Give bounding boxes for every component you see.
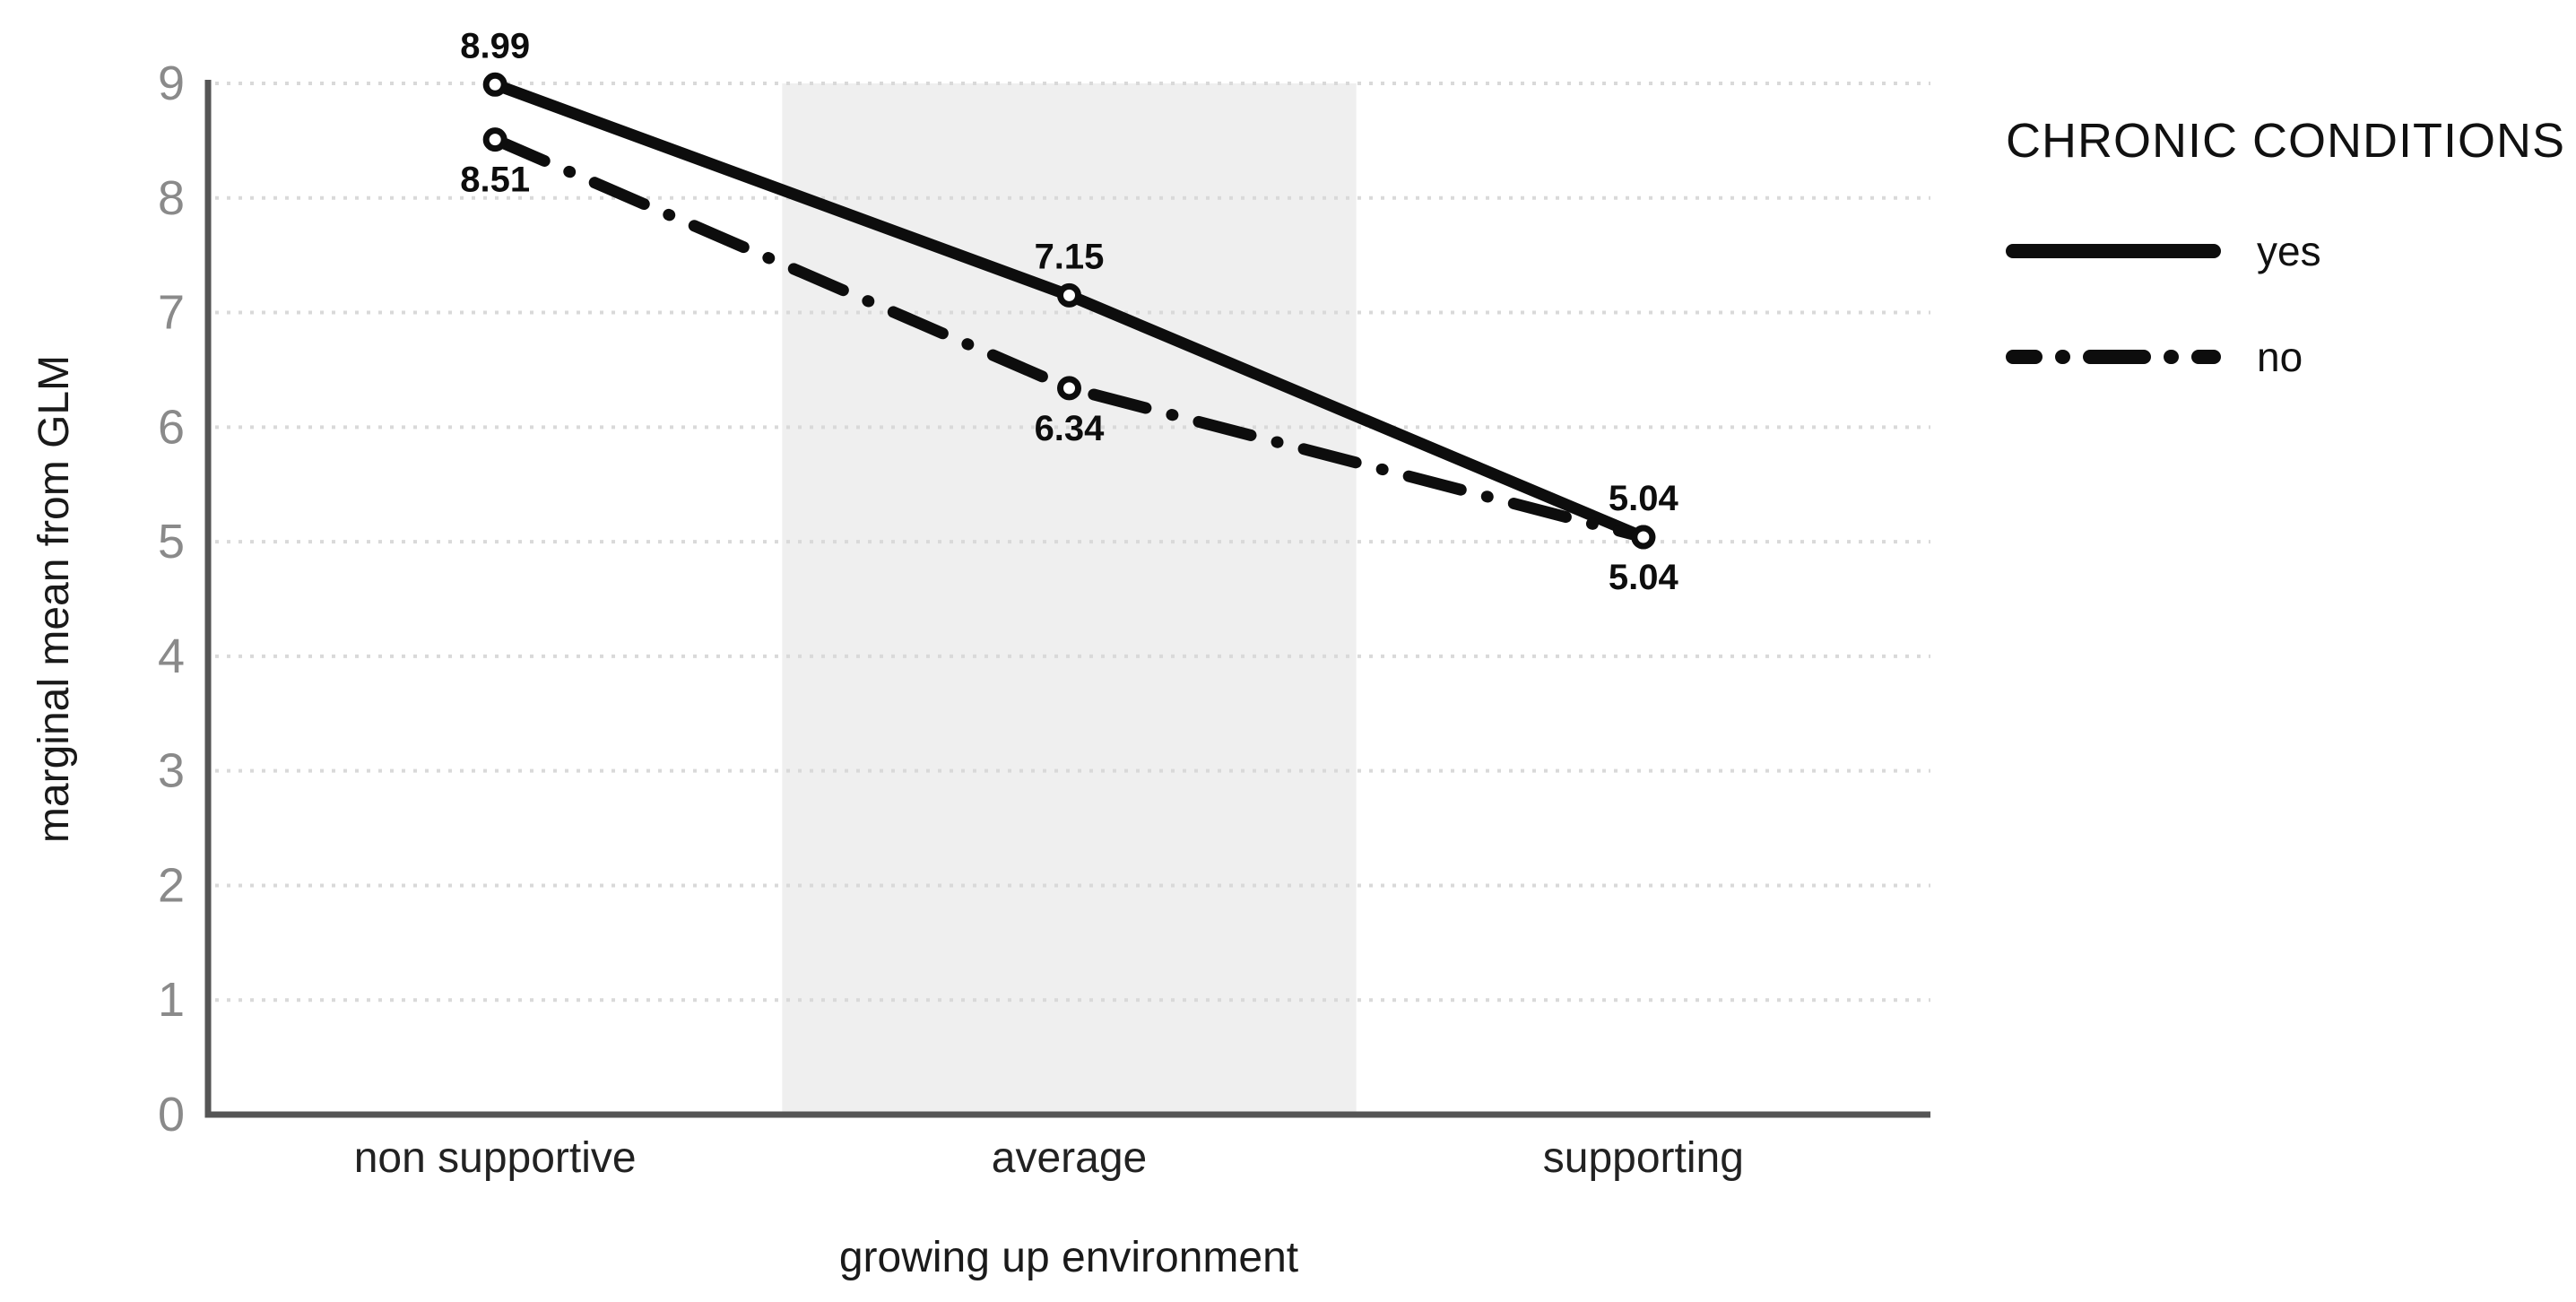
y-tick-label: 2 <box>158 858 185 912</box>
x-axis-title: growing up environment <box>839 1234 1298 1281</box>
data-point-no-supporting <box>1631 525 1656 550</box>
y-tick-label: 6 <box>158 400 185 454</box>
x-tick-label-supporting: supporting <box>1543 1134 1744 1182</box>
data-point-yes-non-supportive <box>482 72 507 97</box>
y-tick-label: 5 <box>158 515 185 569</box>
data-label-no-supporting: 5.04 <box>1609 558 1679 597</box>
data-point-no-non-supportive <box>482 127 507 152</box>
y-tick-label: 1 <box>158 973 185 1027</box>
data-label-yes-non-supportive: 8.99 <box>460 26 530 65</box>
y-tick-label: 4 <box>158 629 185 683</box>
plot-area: 0 1 2 3 4 5 6 7 8 9 non supportive average supportin… <box>158 26 1930 1182</box>
y-tick-label: 0 <box>158 1088 185 1141</box>
y-axis-title: marginal mean from GLM <box>30 355 78 843</box>
y-tick-label: 8 <box>158 171 185 225</box>
highlight-band <box>782 83 1357 1115</box>
legend-item-no: no <box>2006 334 2303 380</box>
legend-item-label-no: no <box>2257 334 2303 380</box>
data-label-no-average: 6.34 <box>1035 409 1106 448</box>
data-point-no-average <box>1057 376 1081 401</box>
legend-title: CHRONIC CONDITIONS <box>2006 114 2565 168</box>
legend-item-label-yes: yes <box>2257 228 2321 274</box>
data-point-yes-average <box>1057 282 1081 308</box>
y-tick-label: 3 <box>158 744 185 798</box>
legend-item-yes: yes <box>2006 228 2321 274</box>
y-tick-label: 9 <box>158 56 185 110</box>
data-label-yes-supporting: 5.04 <box>1609 479 1679 518</box>
x-tick-label-non-supportive: non supportive <box>354 1134 637 1182</box>
data-label-no-non-supportive: 8.51 <box>460 161 530 200</box>
y-tick-label: 7 <box>158 286 185 340</box>
data-label-yes-average: 7.15 <box>1035 237 1105 276</box>
legend: CHRONIC CONDITIONS yes no <box>2006 114 2565 380</box>
x-tick-label-average: average <box>992 1134 1147 1182</box>
